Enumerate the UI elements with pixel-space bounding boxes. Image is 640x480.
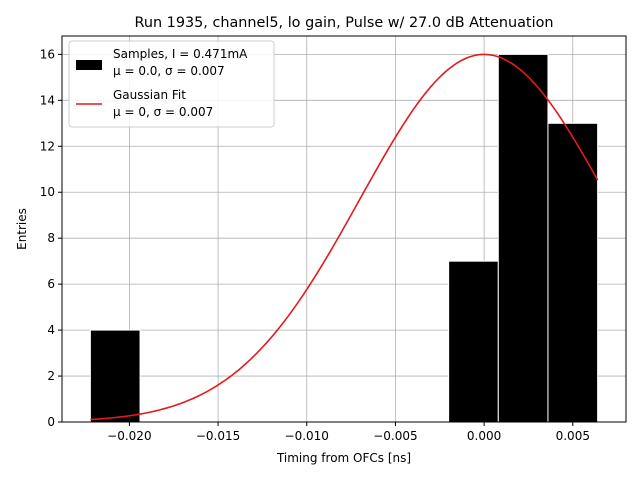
y-tick-label: 8 — [47, 231, 55, 245]
histogram-bar — [547, 122, 599, 423]
x-tick-label: 0.005 — [556, 429, 590, 443]
y-tick-label: 10 — [40, 185, 55, 199]
histogram-bar — [89, 329, 141, 423]
gaussian-fit — [90, 53, 599, 421]
y-tick-label: 4 — [47, 323, 55, 337]
y-tick-label: 14 — [40, 93, 55, 107]
y-tick-label: 0 — [47, 415, 55, 429]
histogram-bar — [497, 53, 549, 423]
legend-swatch-samples — [76, 60, 102, 70]
chart-title: Run 1935, channel5, lo gain, Pulse w/ 27… — [135, 15, 554, 31]
legend-fit-label: Gaussian Fit — [113, 88, 186, 102]
y-tick-label: 2 — [47, 369, 55, 383]
legend-samples-stats: μ = 0.0, σ = 0.007 — [113, 64, 225, 78]
y-tick-label: 12 — [40, 139, 55, 153]
histogram-bars — [89, 53, 599, 423]
y-tick-label: 16 — [40, 47, 55, 61]
x-tick-label: 0.000 — [467, 429, 501, 443]
legend-box — [68, 40, 275, 128]
legend: Samples, I = 0.471mA μ = 0.0, σ = 0.007 … — [68, 40, 275, 128]
plot-frame — [61, 35, 627, 423]
y-axis-ticks: 0 2 4 6 8 10 12 14 16 — [40, 47, 62, 429]
x-tick-label: −0.010 — [285, 429, 329, 443]
y-axis-label: Entries — [15, 208, 29, 250]
histogram-bar — [448, 260, 499, 423]
x-tick-label: −0.015 — [196, 429, 240, 443]
x-axis-ticks: −0.020 −0.015 −0.010 −0.005 0.000 0.005 — [107, 422, 590, 443]
y-tick-label: 6 — [47, 277, 55, 291]
legend-fit-stats: μ = 0, σ = 0.007 — [113, 105, 213, 119]
legend-samples-label: Samples, I = 0.471mA — [113, 47, 248, 61]
x-tick-label: −0.005 — [373, 429, 417, 443]
gaussian-fit-curve — [90, 53, 599, 421]
x-tick-label: −0.020 — [107, 429, 151, 443]
x-axis-label: Timing from OFCs [ns] — [276, 451, 411, 465]
